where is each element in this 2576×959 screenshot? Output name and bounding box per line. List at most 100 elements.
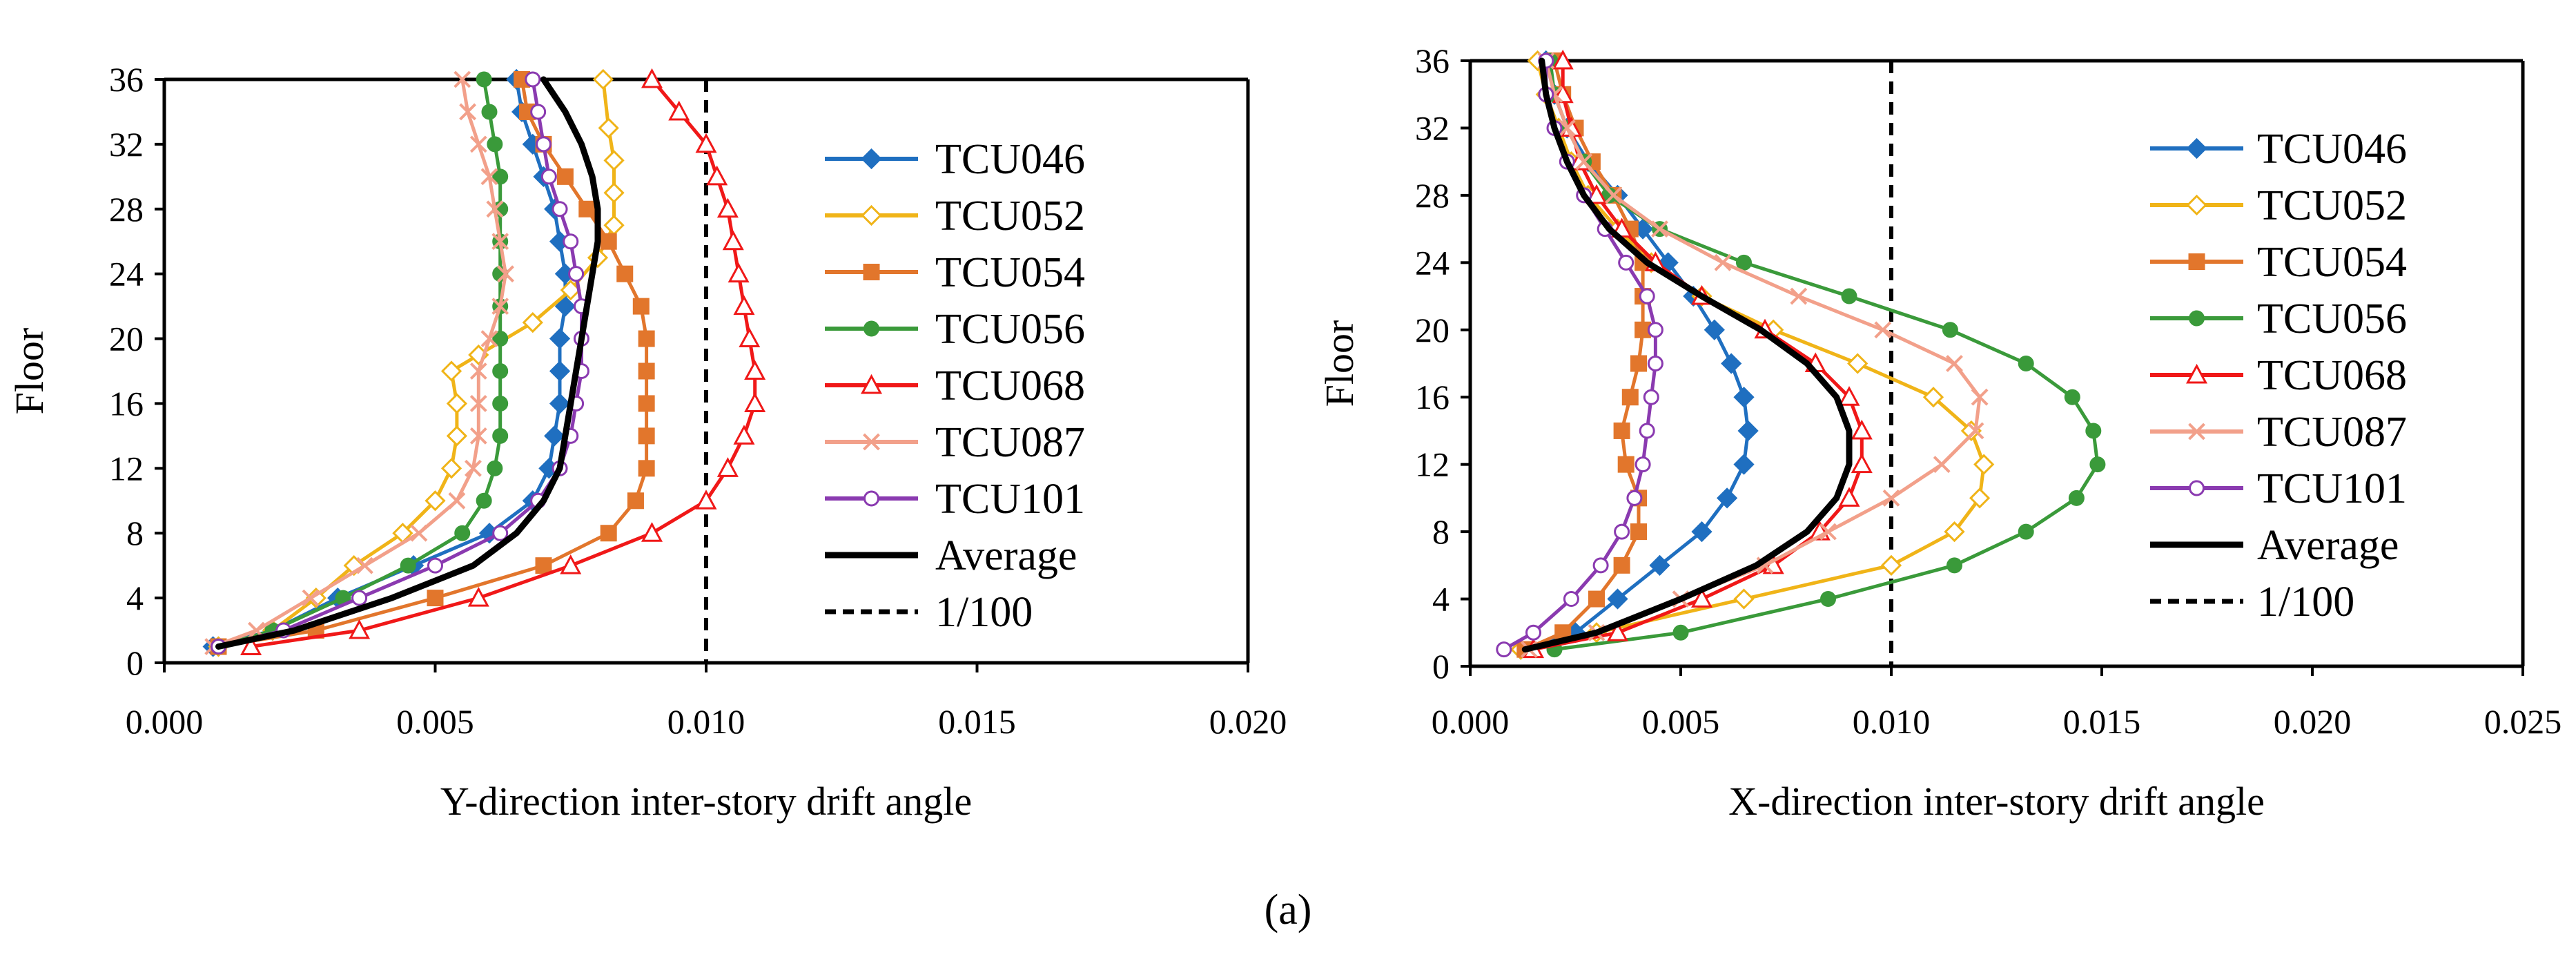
legend-label: 1/100 xyxy=(2257,579,2354,626)
data-point-tcu056 xyxy=(487,136,503,153)
data-point-tcu101 xyxy=(1563,591,1579,608)
y-tick-label: 20 xyxy=(109,320,144,358)
legend-marker xyxy=(860,374,883,394)
data-point-tcu101 xyxy=(1626,490,1643,506)
data-point-tcu068 xyxy=(1606,621,1629,641)
x-axis-title: Y-direction inter-story drift angle xyxy=(440,779,972,824)
data-point-tcu087 xyxy=(410,524,428,542)
data-point-tcu087 xyxy=(491,298,509,316)
figure-caption: (a) xyxy=(1265,887,1312,933)
legend-marker xyxy=(861,204,882,226)
legend-entry-tcu068: TCU068 xyxy=(2150,352,2407,399)
data-point-tcu087 xyxy=(453,70,471,88)
x-tick-label: 0.000 xyxy=(126,702,204,741)
data-point-tcu101 xyxy=(552,201,568,217)
legend-label: TCU046 xyxy=(2257,126,2407,173)
legend-entry-tcu054: TCU054 xyxy=(825,249,1085,296)
data-point-tcu046 xyxy=(1607,588,1628,610)
legend-label: TCU052 xyxy=(935,193,1085,240)
legend-label: TCU056 xyxy=(935,306,1085,353)
data-point-tcu101 xyxy=(530,104,547,120)
legend-entry-tcu087: TCU087 xyxy=(2150,409,2407,456)
data-point-tcu101 xyxy=(1525,624,1541,641)
data-point-tcu087 xyxy=(1874,321,1892,339)
data-point-tcu068 xyxy=(739,327,761,348)
data-point-tcu068 xyxy=(716,457,739,477)
series-average xyxy=(1521,57,1853,653)
data-point-tcu046 xyxy=(554,296,576,317)
data-point-tcu046 xyxy=(544,425,565,447)
x-tick-label: 0.020 xyxy=(1209,702,1287,741)
legend-marker xyxy=(861,148,882,170)
series-tcu101 xyxy=(211,71,589,655)
legend-entry-1-100: 1/100 xyxy=(2150,579,2354,626)
legend-entry-tcu052: TCU052 xyxy=(2150,182,2407,229)
legend-label: TCU068 xyxy=(935,362,1085,409)
data-point-tcu068 xyxy=(1690,588,1713,608)
data-point-tcu068 xyxy=(1838,487,1860,507)
data-point-tcu046 xyxy=(1691,521,1713,543)
data-point-tcu054 xyxy=(556,168,574,185)
data-point-tcu101 xyxy=(1496,641,1512,658)
x-tick-label: 0.010 xyxy=(1853,702,1931,741)
data-point-tcu087 xyxy=(1882,489,1900,507)
data-point-tcu087 xyxy=(497,265,514,283)
data-point-tcu087 xyxy=(1967,422,1984,440)
legend-entry-tcu056: TCU056 xyxy=(825,306,1085,353)
data-point-tcu056 xyxy=(476,492,492,509)
legend-marker xyxy=(863,490,879,507)
legend-label: TCU087 xyxy=(935,419,1085,466)
data-point-tcu068 xyxy=(560,554,582,574)
series-tcu068 xyxy=(1522,49,1873,659)
data-point-tcu054 xyxy=(638,395,655,412)
series-line-average xyxy=(215,76,601,650)
data-point-tcu068 xyxy=(695,133,717,153)
data-point-tcu101 xyxy=(540,168,557,185)
data-point-tcu046 xyxy=(549,360,571,382)
y-tick-label: 20 xyxy=(1415,311,1450,349)
data-point-tcu087 xyxy=(1946,355,1963,372)
data-point-tcu068 xyxy=(641,68,663,88)
data-point-tcu054 xyxy=(638,330,655,347)
legend-label: Average xyxy=(935,532,1077,579)
data-point-tcu052 xyxy=(1944,521,1965,543)
data-point-tcu054 xyxy=(632,298,650,315)
data-point-tcu087 xyxy=(469,427,487,445)
legend-marker xyxy=(2188,423,2205,440)
series-tcu046 xyxy=(202,68,576,657)
data-point-tcu052 xyxy=(598,117,619,139)
data-point-tcu052 xyxy=(1969,487,1991,509)
x-tick-label: 0.010 xyxy=(667,702,745,741)
data-point-tcu046 xyxy=(549,393,571,414)
data-point-tcu054 xyxy=(616,265,634,282)
data-point-tcu056 xyxy=(2089,456,2106,473)
data-point-tcu056 xyxy=(1946,557,1962,574)
series-tcu101 xyxy=(1496,52,1663,658)
y-tick-label: 24 xyxy=(1415,243,1450,282)
legend-label: TCU046 xyxy=(935,136,1085,183)
data-point-tcu054 xyxy=(1630,355,1647,372)
data-point-tcu046 xyxy=(1721,353,1742,374)
data-point-tcu052 xyxy=(592,68,614,90)
data-point-tcu101 xyxy=(525,71,541,88)
data-point-tcu056 xyxy=(454,525,471,541)
data-point-tcu087 xyxy=(469,395,487,412)
y-tick-label: 32 xyxy=(109,125,144,164)
legend-entry-average: Average xyxy=(2150,522,2399,569)
y-tick-label: 28 xyxy=(109,190,144,229)
data-point-tcu056 xyxy=(492,395,509,411)
legend-label: Average xyxy=(2257,522,2399,569)
data-point-tcu052 xyxy=(446,393,468,414)
data-point-tcu068 xyxy=(695,490,717,510)
data-point-tcu087 xyxy=(469,362,487,380)
legend-entry-tcu068: TCU068 xyxy=(825,362,1085,409)
data-point-tcu052 xyxy=(1733,588,1755,610)
series-line-tcu068 xyxy=(1532,59,1864,652)
data-point-tcu068 xyxy=(1851,453,1873,474)
data-point-tcu087 xyxy=(480,330,498,347)
x-tick-label: 0.020 xyxy=(2274,702,2352,741)
series-line-tcu101 xyxy=(217,77,583,648)
data-point-tcu056 xyxy=(487,460,503,476)
legend-label: TCU054 xyxy=(935,249,1085,296)
data-point-tcu087 xyxy=(469,135,487,153)
